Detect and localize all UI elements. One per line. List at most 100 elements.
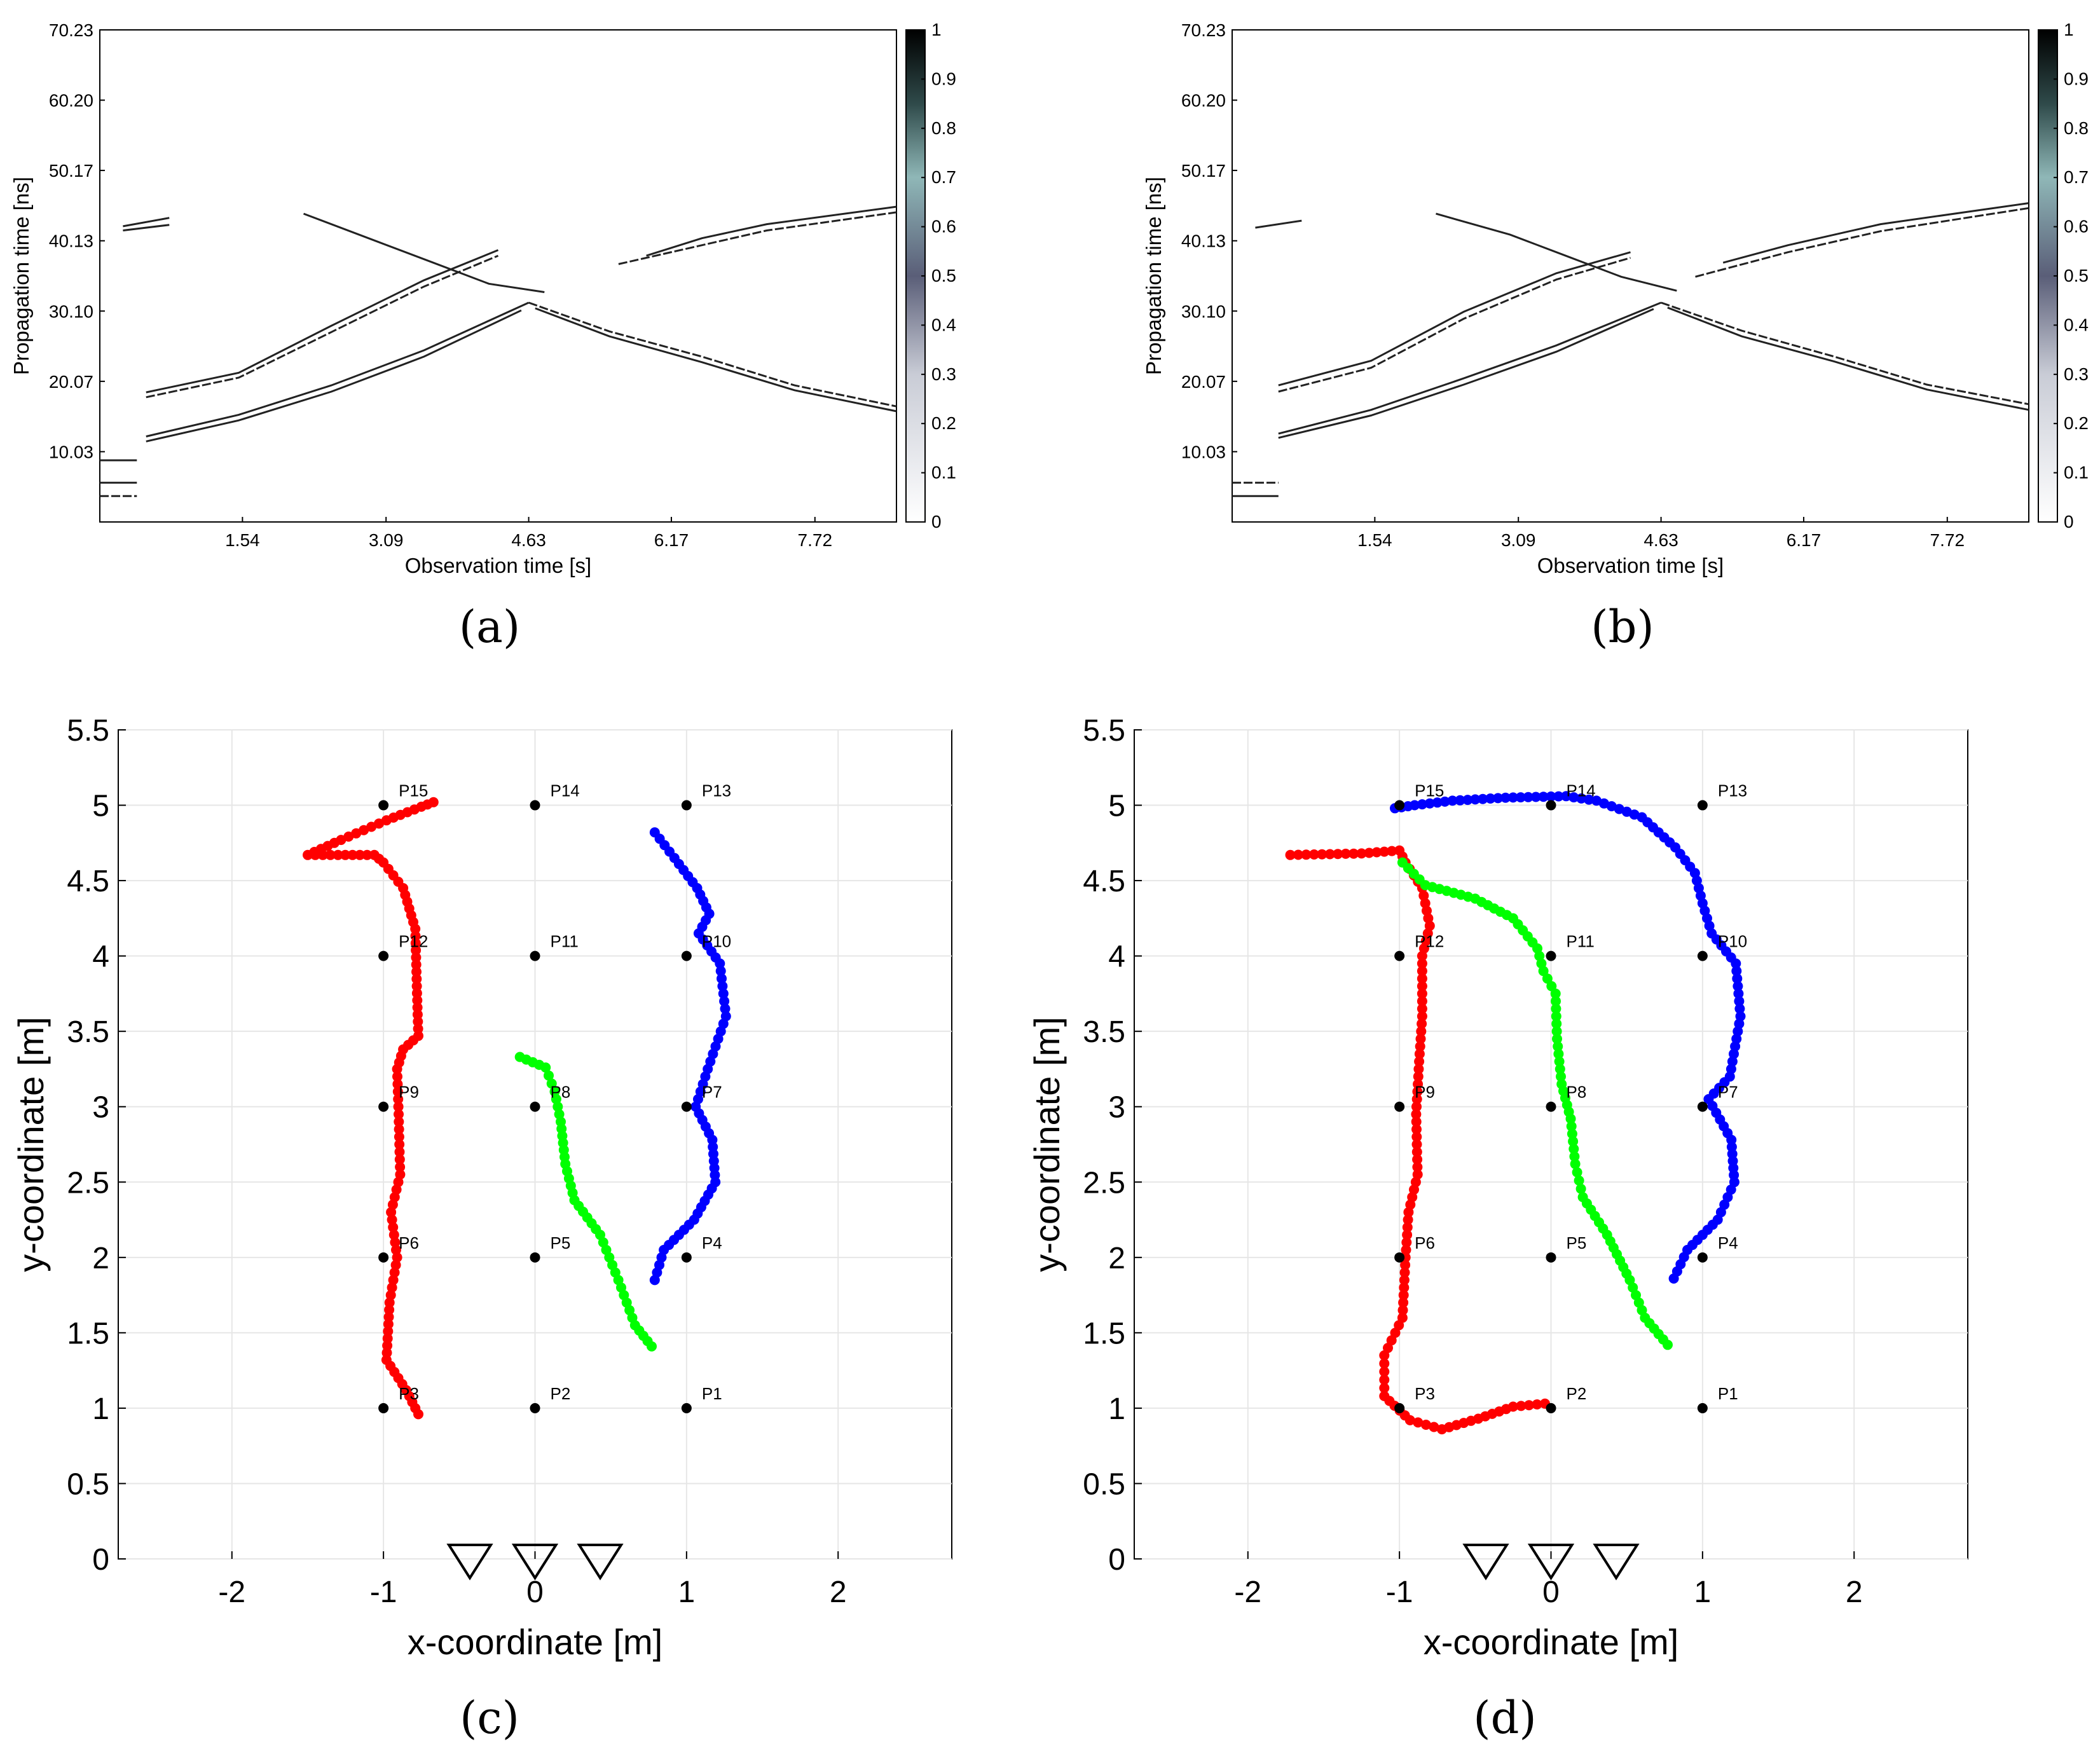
- reference-point-label: P2: [1567, 1384, 1587, 1403]
- trajectory-point-red: [1411, 1139, 1422, 1149]
- trajectory-point-red: [1420, 1420, 1431, 1430]
- trajectory-point-green: [1542, 973, 1553, 984]
- trajectory-point-red: [1394, 845, 1405, 856]
- trajectory-point-red: [1349, 848, 1359, 859]
- colorbar-tick-label: 1: [931, 20, 942, 39]
- trajectory-point-red: [1411, 1116, 1422, 1127]
- reference-point: [378, 1252, 389, 1263]
- trace-falling-upper: [303, 212, 545, 293]
- y-tick-label: 1: [1108, 1392, 1125, 1426]
- trajectory-point-red: [428, 797, 439, 807]
- trajectory-point-red: [1379, 846, 1390, 857]
- colorbar-tick-label: 0: [931, 512, 942, 532]
- trajectory-point-blue: [720, 1011, 731, 1022]
- plot-area: [1232, 29, 2029, 523]
- reference-point-label: P8: [1567, 1083, 1587, 1102]
- reference-point: [1394, 1403, 1405, 1413]
- x-axis-label: x-coordinate [m]: [408, 1622, 663, 1662]
- trajectory-point-blue: [717, 973, 727, 984]
- trajectory-point-blue: [1726, 1064, 1736, 1074]
- colorbar-tick-label: 0.2: [931, 413, 956, 433]
- trajectory-point-blue: [1439, 796, 1450, 807]
- x-tick-label: 1.54: [1357, 530, 1392, 550]
- trajectory-point-blue: [1735, 1011, 1746, 1022]
- y-axis-label: Propagation time [ns]: [10, 177, 33, 375]
- trajectory-point-blue: [1591, 795, 1602, 806]
- trajectory-point-red: [1420, 898, 1431, 909]
- trajectory-point-red: [394, 1154, 405, 1165]
- reference-point: [681, 1252, 692, 1263]
- reference-point: [1546, 800, 1556, 811]
- reference-point: [1697, 1252, 1708, 1263]
- y-tick-label: 50.17: [49, 161, 93, 181]
- trajectory-point-blue: [1734, 1019, 1745, 1029]
- reference-point-label: P7: [702, 1083, 722, 1102]
- y-tick-label: 1.5: [67, 1317, 109, 1350]
- trajectory-point-red: [1412, 1154, 1423, 1165]
- trajectory-point-red: [1429, 1422, 1439, 1432]
- trajectory-point-blue: [1538, 792, 1549, 802]
- x-tick-label: -2: [218, 1575, 245, 1609]
- trajectory-point-red: [411, 945, 422, 956]
- trace-rising-lower: [146, 301, 530, 437]
- trajectory-point-green: [1569, 1151, 1580, 1162]
- trajectory-point-red: [381, 1347, 392, 1358]
- trace-rising-upper-2: [1278, 257, 1631, 393]
- trajectory-point-blue: [1493, 793, 1504, 804]
- y-tick-label: 60.20: [1181, 91, 1226, 111]
- trajectory-point-red: [413, 1031, 423, 1041]
- reference-point-label: P6: [1415, 1233, 1435, 1252]
- trajectory-point-red: [1403, 1214, 1413, 1225]
- trajectory-point-red: [412, 995, 423, 1006]
- y-tick-label: 3.5: [67, 1015, 109, 1049]
- trajectory-point-red: [1415, 1034, 1426, 1044]
- colorbar-tick-label: 0.6: [931, 217, 956, 237]
- y-tick-label: 3.5: [1083, 1015, 1125, 1049]
- reference-point-label: P4: [702, 1233, 722, 1252]
- trajectory-point-red: [1401, 1237, 1412, 1248]
- trajectory-point-red: [1413, 1071, 1424, 1082]
- trajectory-point-blue: [1470, 794, 1481, 805]
- trajectory-point-red: [333, 849, 343, 860]
- trajectory-point-red: [1414, 1048, 1425, 1059]
- trajectory-point-red: [384, 1297, 395, 1308]
- trajectory-point-red: [411, 973, 422, 984]
- reference-point-label: P11: [551, 932, 579, 951]
- colorbar-tick-label: 0.9: [931, 69, 956, 88]
- trace-early-short-2: [123, 224, 170, 231]
- reference-point: [681, 950, 692, 961]
- trajectory-point-red: [1379, 1390, 1390, 1401]
- trajectory-point-red: [411, 966, 422, 977]
- reference-point: [681, 1101, 692, 1112]
- trajectory-point-red: [1379, 1383, 1390, 1394]
- trajectory-point-red: [1417, 1011, 1427, 1022]
- reference-point-label: P3: [399, 1384, 419, 1403]
- trace-falling-2: [535, 307, 897, 413]
- trajectory-point-red: [1383, 1343, 1393, 1354]
- trajectory-point-green: [1574, 1175, 1584, 1186]
- trajectory-point-red: [347, 849, 358, 860]
- x-tick-label: -1: [370, 1575, 397, 1609]
- y-tick-label: 4.5: [1083, 865, 1125, 898]
- y-tick-label: 70.23: [1181, 20, 1226, 40]
- reference-point: [530, 1403, 540, 1413]
- trajectory-point-red: [392, 1252, 402, 1263]
- trajectory-point-red: [1411, 1101, 1422, 1112]
- trajectory-point-red: [1387, 846, 1397, 856]
- trajectory-point-green: [1554, 1056, 1565, 1067]
- reference-point-label: P5: [551, 1233, 571, 1252]
- reference-point-label: P6: [399, 1233, 419, 1252]
- y-tick-label: 20.07: [1181, 372, 1226, 392]
- trace-falling-upper: [1436, 212, 1677, 292]
- trajectory-point-red: [388, 1222, 399, 1233]
- trajectory-point-red: [1411, 1109, 1422, 1120]
- trajectory-point-red: [395, 1162, 406, 1172]
- trajectory-point-green: [549, 1087, 560, 1097]
- reference-point: [1697, 1101, 1708, 1112]
- trajectory-point-red: [394, 1124, 404, 1135]
- colorbar-tick-label: 0.4: [931, 315, 956, 334]
- reference-point: [1394, 1252, 1405, 1263]
- y-tick-label: 30.10: [1181, 301, 1226, 321]
- trajectory-point-blue: [1731, 1034, 1742, 1044]
- trajectory-point-blue: [1731, 966, 1742, 977]
